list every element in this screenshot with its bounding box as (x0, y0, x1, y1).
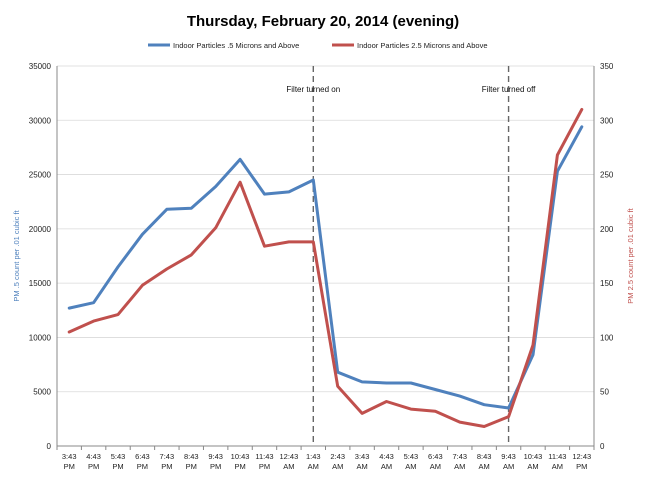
x-tick-label-ampm: PM (88, 462, 99, 471)
y-left-tick-label: 10000 (29, 333, 52, 342)
x-tick-label-time: 5:43 (404, 452, 419, 461)
series-line-pm25 (67, 107, 584, 428)
y-right-tick-label: 200 (600, 225, 614, 234)
x-tick-label-time: 2:43 (330, 452, 345, 461)
series-line-pm05 (67, 125, 584, 410)
x-tick-label-time: 10:43 (231, 452, 250, 461)
y-left-tick-label: 25000 (29, 171, 52, 180)
x-tick-label-time: 11:43 (548, 452, 566, 461)
x-tick-label-ampm: AM (332, 462, 343, 471)
y-left-tick-label: 0 (47, 442, 52, 451)
chart-title: Thursday, February 20, 2014 (evening) (187, 13, 459, 30)
x-tick-label-ampm: PM (234, 462, 245, 471)
x-tick-label-ampm: PM (210, 462, 221, 471)
x-tick-label-time: 10:43 (524, 452, 543, 461)
y-right-tick-label: 50 (600, 388, 609, 397)
x-tick-label-ampm: AM (308, 462, 319, 471)
annotation-label: Filter turned off (482, 85, 536, 94)
x-tick-label-time: 1:43 (306, 452, 321, 461)
annotation-label: Filter turned on (286, 85, 340, 94)
x-tick-label-time: 9:43 (501, 452, 516, 461)
y-right-tick-label: 350 (600, 62, 614, 71)
x-tick-label-time: 11:43 (255, 452, 273, 461)
x-tick-label-time: 7:43 (160, 452, 175, 461)
x-tick-label-time: 8:43 (477, 452, 492, 461)
y-right-tick-label: 250 (600, 171, 614, 180)
x-tick-label-time: 5:43 (111, 452, 126, 461)
x-tick-label-ampm: AM (430, 462, 441, 471)
x-tick-label-ampm: PM (64, 462, 75, 471)
x-tick-label-ampm: AM (552, 462, 563, 471)
x-tick-label-ampm: AM (356, 462, 367, 471)
x-tick-label-time: 3:43 (62, 452, 77, 461)
x-tick-label-ampm: AM (283, 462, 294, 471)
x-tick-label-ampm: PM (112, 462, 123, 471)
x-tick-label-ampm: AM (454, 462, 465, 471)
y-right-tick-label: 150 (600, 279, 614, 288)
y-right-tick-label: 100 (600, 333, 614, 342)
y-right-tick-label: 300 (600, 116, 614, 125)
x-tick-label-ampm: AM (381, 462, 392, 471)
y-left-axis-title: PM .5 count per .01 cubic ft (12, 209, 21, 301)
y-right-tick-label: 0 (600, 442, 605, 451)
y-left-tick-label: 5000 (33, 388, 51, 397)
x-tick-label-ampm: AM (479, 462, 490, 471)
x-tick-label-time: 7:43 (452, 452, 467, 461)
x-tick-label-time: 6:43 (428, 452, 443, 461)
y-left-tick-label: 35000 (29, 62, 52, 71)
y-left-tick-label: 15000 (29, 279, 52, 288)
x-tick-label-time: 6:43 (135, 452, 150, 461)
x-tick-label-time: 12:43 (279, 452, 298, 461)
x-tick-label-time: 9:43 (208, 452, 223, 461)
x-tick-label-ampm: PM (259, 462, 270, 471)
x-tick-label-ampm: AM (527, 462, 538, 471)
x-tick-label-time: 12:43 (572, 452, 591, 461)
x-tick-label-ampm: PM (161, 462, 172, 471)
x-tick-label-ampm: PM (186, 462, 197, 471)
x-tick-label-time: 4:43 (86, 452, 101, 461)
x-tick-label-ampm: AM (503, 462, 514, 471)
x-tick-label-time: 4:43 (379, 452, 394, 461)
legend-label-pm05: Indoor Particles .5 Microns and Above (173, 41, 299, 50)
x-tick-label-time: 3:43 (355, 452, 370, 461)
x-tick-label-ampm: PM (137, 462, 148, 471)
x-tick-label-time: 8:43 (184, 452, 199, 461)
x-tick-label-ampm: AM (405, 462, 416, 471)
x-tick-label-ampm: PM (576, 462, 587, 471)
legend-label-pm25: Indoor Particles 2.5 Microns and Above (357, 41, 488, 50)
y-left-tick-label: 30000 (29, 116, 52, 125)
y-left-tick-label: 20000 (29, 225, 52, 234)
y-right-axis-title: PM 2.5 count per .01 cubic ft (626, 207, 635, 303)
